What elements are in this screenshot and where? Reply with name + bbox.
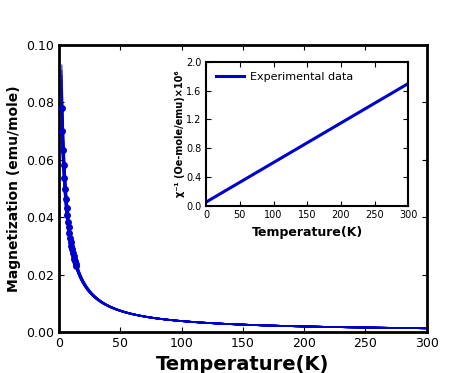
Point	[71, 256, 78, 262]
X-axis label: Temperature(K): Temperature(K)	[156, 355, 329, 373]
Point	[64, 219, 72, 225]
Point	[70, 253, 77, 259]
Point	[72, 261, 80, 267]
Point	[61, 175, 68, 181]
X-axis label: Temperature(K): Temperature(K)	[252, 226, 363, 239]
Point	[63, 204, 71, 210]
Point	[62, 186, 69, 192]
Point	[69, 250, 77, 256]
Y-axis label: χ⁻¹ (Oe-mole/emu)×10⁶: χ⁻¹ (Oe-mole/emu)×10⁶	[174, 70, 184, 197]
Point	[73, 263, 80, 269]
Point	[71, 258, 79, 264]
Point	[62, 196, 70, 202]
Point	[59, 128, 66, 134]
Point	[65, 230, 73, 236]
Point	[67, 239, 74, 245]
Point	[59, 147, 67, 153]
Point	[68, 247, 76, 253]
Point	[60, 162, 68, 168]
Point	[64, 212, 71, 218]
Legend: Experimental data: Experimental data	[212, 68, 357, 87]
Point	[58, 105, 65, 111]
Point	[68, 243, 75, 249]
Point	[65, 225, 73, 231]
Y-axis label: Magnetization (emu/mole): Magnetization (emu/mole)	[7, 85, 21, 292]
Point	[66, 235, 74, 241]
